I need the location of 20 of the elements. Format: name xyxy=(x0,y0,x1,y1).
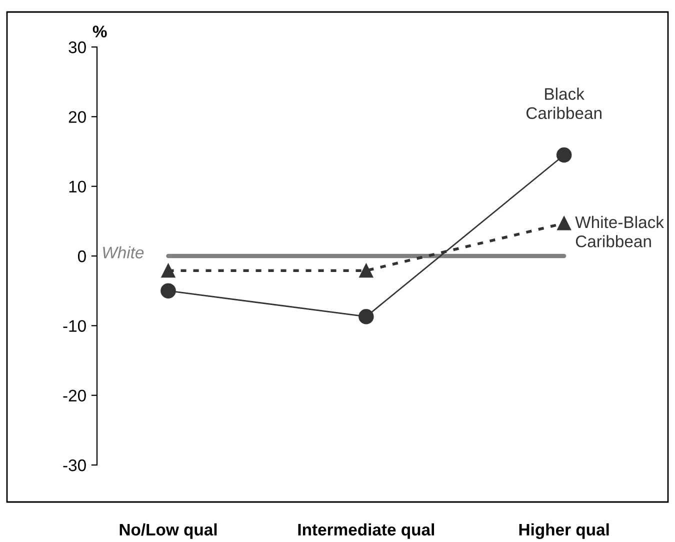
text: Black Caribbean xyxy=(526,88,602,120)
y-tick-label: 30 xyxy=(68,41,86,54)
series-label: White-Black Caribbean xyxy=(575,216,664,248)
y-tick-label: -10 xyxy=(63,320,86,332)
y-tick-label: -20 xyxy=(63,390,86,402)
point xyxy=(160,283,176,298)
point xyxy=(359,264,374,278)
y-tick-label: -30 xyxy=(63,459,86,472)
y-tick-label: 10 xyxy=(69,180,86,193)
point xyxy=(557,216,572,230)
y-tick-label: 0 xyxy=(78,250,86,262)
point xyxy=(358,308,374,324)
point xyxy=(556,147,572,163)
x-tick-label: Intermediate qual xyxy=(298,523,434,539)
series-label: White xyxy=(103,246,144,258)
point xyxy=(161,264,176,278)
x-tick-label: Higher qual xyxy=(519,523,609,539)
x-tick-label: No/Low qual xyxy=(120,523,217,539)
y-tick-label: 20 xyxy=(68,111,86,123)
y-axis-title: % xyxy=(92,26,107,38)
